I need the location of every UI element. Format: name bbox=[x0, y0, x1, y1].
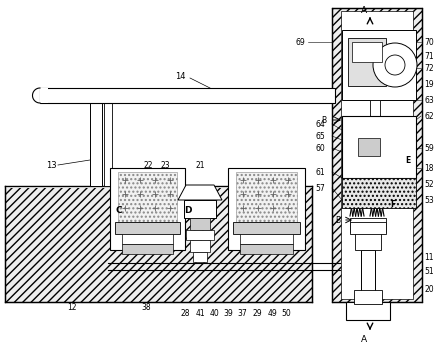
Bar bbox=[355, 232, 381, 250]
Bar bbox=[5, 186, 312, 302]
Bar bbox=[40, 88, 335, 103]
Text: 12: 12 bbox=[67, 304, 77, 313]
Text: 29: 29 bbox=[252, 310, 262, 319]
Text: 64: 64 bbox=[315, 119, 325, 128]
Bar bbox=[40, 88, 48, 103]
Bar bbox=[190, 240, 210, 252]
Bar bbox=[233, 222, 300, 234]
Text: 59: 59 bbox=[424, 144, 434, 152]
Text: 63: 63 bbox=[424, 95, 434, 104]
Bar bbox=[346, 302, 390, 320]
Circle shape bbox=[373, 43, 417, 87]
Text: A: A bbox=[361, 336, 367, 345]
Bar bbox=[122, 244, 173, 254]
Bar bbox=[354, 290, 382, 304]
Text: 62: 62 bbox=[424, 111, 434, 120]
Bar bbox=[104, 88, 112, 186]
Text: 37: 37 bbox=[237, 310, 247, 319]
Text: 61: 61 bbox=[315, 168, 325, 177]
Bar bbox=[342, 30, 416, 100]
Text: 13: 13 bbox=[46, 161, 57, 169]
Bar bbox=[186, 230, 214, 240]
Text: E: E bbox=[405, 155, 410, 164]
Text: 52: 52 bbox=[424, 179, 434, 188]
Bar bbox=[118, 172, 177, 222]
Text: 41: 41 bbox=[195, 310, 205, 319]
Text: 49: 49 bbox=[267, 310, 277, 319]
Text: 70: 70 bbox=[424, 37, 434, 46]
Bar bbox=[193, 252, 207, 262]
Bar bbox=[342, 116, 416, 178]
Text: A: A bbox=[361, 6, 367, 15]
Bar bbox=[350, 222, 386, 234]
Text: 57: 57 bbox=[315, 184, 325, 193]
Bar bbox=[110, 168, 185, 250]
Text: 21: 21 bbox=[195, 161, 205, 169]
Text: 18: 18 bbox=[424, 163, 433, 172]
Bar bbox=[361, 250, 375, 302]
Text: 72: 72 bbox=[424, 64, 434, 73]
Bar bbox=[350, 218, 386, 232]
Bar bbox=[90, 88, 102, 186]
Bar bbox=[240, 244, 293, 254]
Bar bbox=[342, 178, 416, 208]
Text: 65: 65 bbox=[315, 132, 325, 141]
Bar bbox=[184, 200, 216, 218]
Bar bbox=[341, 11, 413, 299]
Bar bbox=[348, 38, 386, 86]
Bar bbox=[190, 218, 210, 230]
Text: 11: 11 bbox=[424, 254, 433, 262]
Bar bbox=[332, 8, 422, 302]
Bar bbox=[5, 184, 312, 188]
Text: B: B bbox=[321, 116, 326, 125]
Bar bbox=[370, 100, 380, 116]
Bar bbox=[236, 172, 297, 222]
Text: D: D bbox=[184, 205, 191, 214]
Text: C: C bbox=[115, 205, 122, 214]
Text: 39: 39 bbox=[223, 310, 233, 319]
Polygon shape bbox=[178, 185, 222, 200]
Bar bbox=[240, 234, 293, 244]
Text: 19: 19 bbox=[424, 79, 434, 88]
Text: 50: 50 bbox=[281, 310, 291, 319]
Bar bbox=[358, 138, 380, 156]
Text: 53: 53 bbox=[424, 195, 434, 204]
Text: B: B bbox=[335, 215, 340, 225]
Text: 71: 71 bbox=[424, 51, 434, 60]
Text: 23: 23 bbox=[160, 161, 170, 169]
Text: 22: 22 bbox=[143, 161, 153, 169]
Text: 28: 28 bbox=[180, 310, 190, 319]
Text: 60: 60 bbox=[315, 144, 325, 152]
Text: 40: 40 bbox=[209, 310, 219, 319]
Text: 20: 20 bbox=[424, 286, 434, 295]
Text: 69: 69 bbox=[295, 37, 305, 46]
Text: 51: 51 bbox=[424, 268, 434, 277]
Bar bbox=[228, 168, 305, 250]
Text: 38: 38 bbox=[141, 304, 151, 313]
Bar bbox=[352, 42, 382, 62]
Text: F: F bbox=[390, 200, 395, 209]
Bar bbox=[115, 222, 180, 234]
Bar bbox=[122, 234, 173, 244]
Text: 14: 14 bbox=[175, 71, 185, 81]
